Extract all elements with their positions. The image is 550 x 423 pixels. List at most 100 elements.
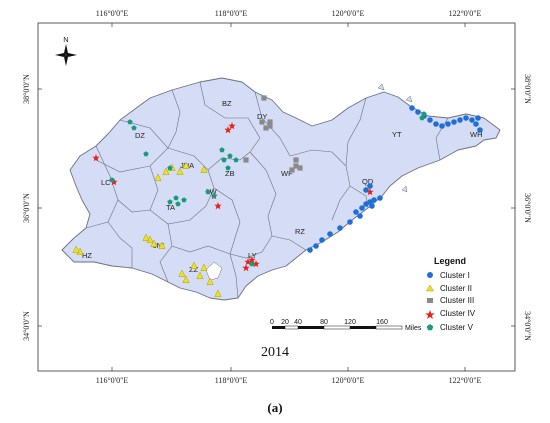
city-label-ta: TA	[166, 203, 175, 212]
right-lat-label-2: 36°0'0"N	[523, 193, 532, 223]
north-label: N	[63, 35, 68, 44]
marker-cluster-4-7	[366, 188, 374, 196]
city-label-zz: ZZ	[189, 265, 199, 274]
left-lat-label-3: 34°0'0"N	[22, 311, 31, 341]
marker-cluster-5-8	[109, 177, 115, 183]
top-lon-label-4: 122°0'0"E	[449, 9, 482, 18]
marker-cluster-5-19	[167, 165, 173, 171]
legend-swatch-cluster-2	[426, 284, 434, 292]
marker-cluster-4-5	[214, 202, 222, 210]
legend-item-cluster-4: Cluster IV	[425, 309, 476, 319]
bottom-lon-label-2: 118°0'0"E	[215, 376, 248, 385]
marker-cluster-5-10	[227, 153, 233, 159]
marker-cluster-2-18	[214, 289, 222, 297]
marker-cluster-1-30	[367, 183, 373, 189]
scale-bar-seg-4	[323, 325, 351, 330]
marker-cluster-3-10	[267, 123, 273, 129]
city-label-lc: LC	[101, 178, 111, 187]
marker-cluster-1-27	[313, 243, 319, 249]
legend-swatch-cluster-1	[427, 272, 433, 278]
marker-cluster-5-18	[421, 111, 427, 117]
station-markers	[72, 95, 483, 297]
marker-cluster-2-1	[154, 173, 162, 181]
panel-caption: (a)	[267, 400, 283, 415]
marker-cluster-5-15	[205, 189, 211, 195]
marker-cluster-1-4	[427, 117, 433, 123]
marker-cluster-2-12	[72, 245, 80, 253]
marker-cluster-1-14	[475, 115, 481, 121]
scale-tick-160: 160	[376, 319, 388, 326]
marker-cluster-2-13	[196, 271, 204, 279]
marker-cluster-1-15	[353, 209, 359, 215]
city-label-zb: ZB	[225, 169, 235, 178]
legend-label-cluster-2: Cluster II	[440, 284, 472, 293]
marker-cluster-1-25	[327, 231, 333, 237]
scale-tick-20: 20	[281, 319, 289, 326]
scale-bar: 0 20 40 80 120 160 Miles	[270, 319, 422, 332]
marker-cluster-2-15	[190, 261, 198, 269]
marker-cluster-3-6	[293, 157, 299, 163]
marker-cluster-1-19	[371, 197, 377, 203]
right-lat-label-3: 34°0'0"N	[523, 311, 532, 341]
city-label-rz: RZ	[295, 227, 305, 236]
marker-cluster-1-5	[433, 121, 439, 127]
marker-cluster-5-4	[173, 195, 179, 201]
city-label-qd: QD	[362, 177, 374, 186]
marker-cluster-3-9	[297, 165, 303, 171]
legend-swatch-cluster-4	[425, 310, 435, 319]
marker-cluster-1-21	[369, 203, 375, 209]
marker-cluster-2-9	[150, 239, 158, 247]
marker-cluster-2-2	[162, 167, 170, 175]
marker-cluster-1-11	[469, 117, 475, 123]
marker-cluster-3-3	[263, 125, 269, 131]
marker-cluster-3-1	[261, 95, 267, 101]
marker-cluster-5-16	[249, 261, 255, 267]
marker-cluster-4-11	[252, 260, 260, 268]
legend-label-cluster-1: Cluster I	[440, 271, 470, 280]
marker-cluster-4-9	[242, 264, 250, 272]
marker-cluster-4-1	[92, 154, 100, 162]
city-label-bz: BZ	[222, 99, 232, 108]
scale-tick-80: 80	[320, 319, 328, 326]
coastline-islands	[377, 83, 413, 193]
marker-cluster-2-5	[182, 161, 190, 169]
marker-cluster-1-2	[415, 109, 421, 115]
top-lon-label-3: 120°0'0"E	[332, 9, 365, 18]
legend-label-cluster-4: Cluster IV	[440, 309, 476, 318]
marker-cluster-5-13	[225, 165, 231, 171]
marker-cluster-5-17	[419, 115, 425, 121]
marker-cluster-1-1	[409, 105, 415, 111]
left-lat-label-2: 36°0'0"N	[22, 193, 31, 223]
marker-cluster-5-12	[219, 147, 225, 153]
north-arrow: N	[55, 35, 77, 66]
left-lat-label-1: 38°0'0"N	[22, 74, 31, 104]
top-lon-label-2: 118°0'0"E	[215, 9, 248, 18]
marker-cluster-3-8	[289, 167, 295, 173]
marker-cluster-1-7	[445, 121, 451, 127]
marker-cluster-1-6	[439, 123, 445, 129]
marker-cluster-3-4	[259, 119, 265, 125]
city-label-dy: DY	[257, 112, 267, 121]
legend-item-cluster-2: Cluster II	[426, 284, 472, 293]
city-label-yt: YT	[392, 130, 402, 139]
city-label-wf: WF	[281, 169, 293, 178]
marker-cluster-3-2	[267, 119, 273, 125]
marker-cluster-5-5	[175, 201, 181, 207]
marker-cluster-1-24	[337, 225, 343, 231]
marker-cluster-1-9	[457, 117, 463, 123]
marker-cluster-5-7	[167, 199, 173, 205]
scale-tick-120: 120	[344, 319, 356, 326]
marker-cluster-5-6	[181, 197, 187, 203]
legend-title: Legend	[434, 256, 466, 266]
marker-cluster-1-13	[477, 127, 483, 133]
scale-bar-seg-5	[350, 326, 376, 329]
marker-cluster-2-4	[176, 167, 184, 175]
prefecture-boundaries	[85, 81, 449, 299]
marker-cluster-2-17	[206, 277, 214, 285]
marker-cluster-1-28	[307, 247, 313, 253]
legend: Legend Cluster I Cluster II Cluster III …	[425, 256, 476, 332]
city-label-wh: WH	[470, 130, 483, 139]
grid-ticks	[38, 23, 515, 371]
marker-cluster-5-3	[143, 151, 149, 157]
scale-tick-40: 40	[294, 319, 302, 326]
